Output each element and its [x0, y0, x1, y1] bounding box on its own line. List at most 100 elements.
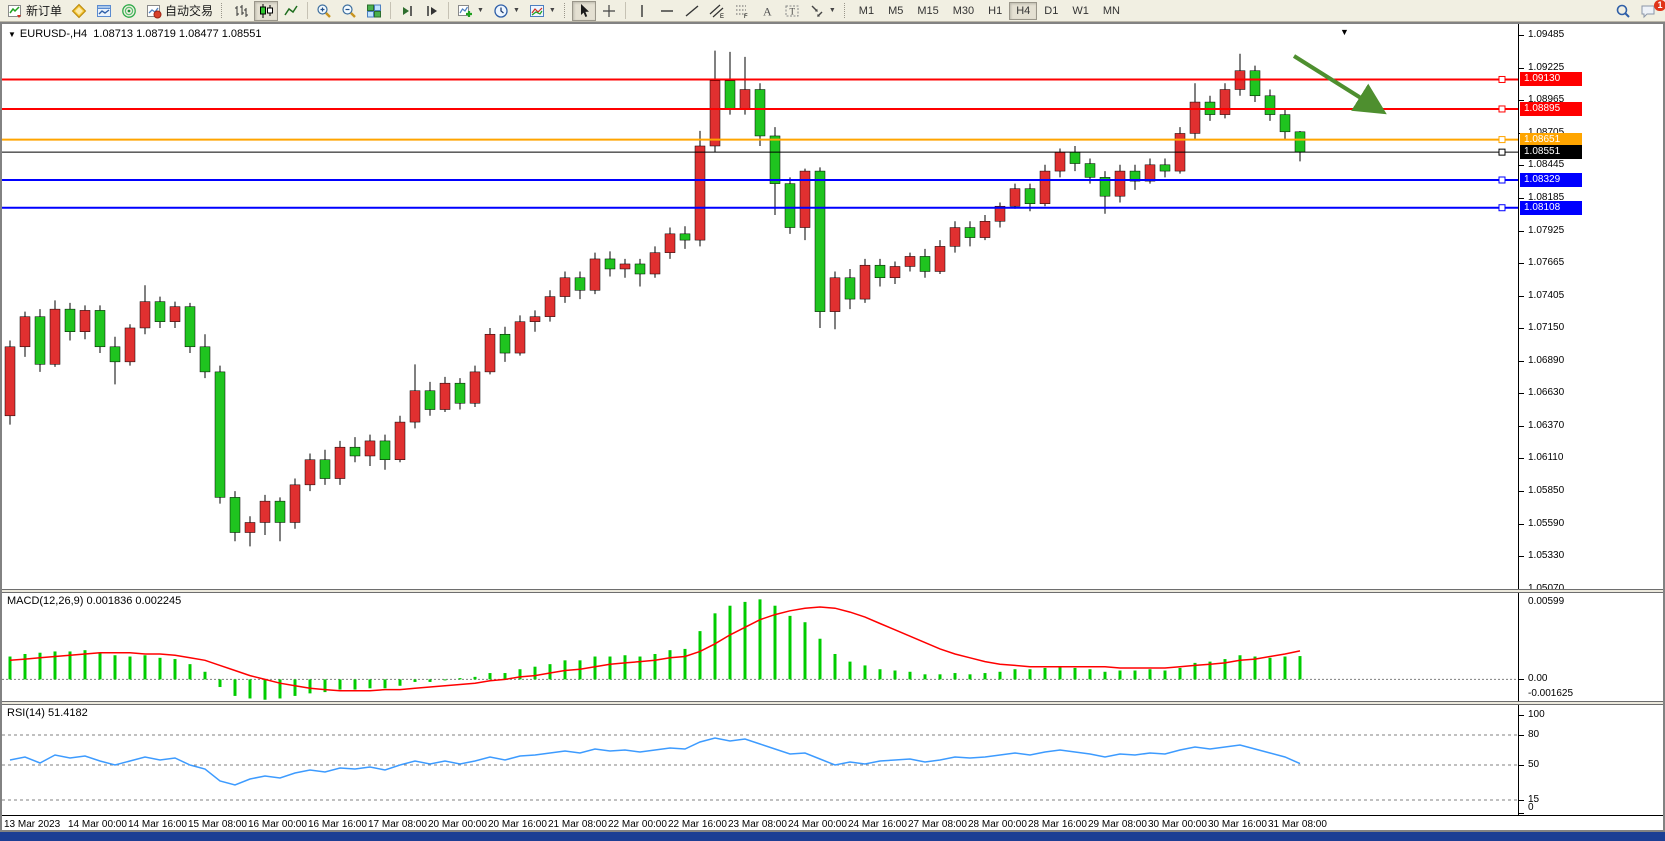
axis-tick — [1519, 800, 1524, 801]
vertical-line-button[interactable] — [630, 1, 654, 21]
macd-bar — [1088, 669, 1092, 680]
candle-body — [814, 170, 826, 312]
timeframe-button-h4[interactable]: H4 — [1009, 1, 1038, 20]
macd-bar — [38, 652, 42, 680]
line-chart-button[interactable] — [279, 1, 303, 21]
macd-bar — [443, 679, 447, 681]
candle-body — [739, 89, 751, 109]
annotation-arrow[interactable] — [1292, 54, 1387, 115]
new-order-button[interactable]: 新订单 — [3, 1, 66, 21]
time-axis[interactable]: 13 Mar 2023 14 Mar 00:00 14 Mar 16:00 15 Ma… — [2, 815, 1663, 830]
text-button[interactable]: A — [755, 1, 779, 21]
zoom-in-button[interactable] — [312, 1, 336, 21]
crosshair-button[interactable] — [597, 1, 621, 21]
line-drag-handle[interactable] — [1498, 75, 1506, 83]
dropdown-caret: ▼ — [477, 7, 484, 14]
tester-button[interactable] — [92, 1, 116, 21]
candle-body — [589, 258, 601, 291]
macd-bar — [248, 679, 252, 699]
rsi-axis-label: 50 — [1528, 759, 1540, 770]
timeframe-button-mn[interactable]: MN — [1102, 4, 1120, 17]
signals-button[interactable] — [117, 1, 141, 21]
new-order-label: 新订单 — [26, 4, 63, 18]
candle-body — [274, 500, 286, 523]
time-label: 20 Mar 16:00 — [488, 819, 547, 830]
axis-tick — [1519, 765, 1524, 766]
periods-button[interactable]: ▼ — [489, 1, 524, 21]
candle-body — [499, 333, 511, 354]
cursor-button[interactable] — [571, 0, 596, 21]
time-label: 22 Mar 00:00 — [608, 819, 667, 830]
notifications-button[interactable]: 1 — [1636, 0, 1665, 21]
candle-body — [514, 321, 526, 354]
line-drag-handle[interactable] — [1498, 176, 1506, 184]
timeframe-button-m1[interactable]: M1 — [858, 4, 875, 17]
line-drag-handle[interactable] — [1498, 105, 1506, 113]
candlestick-chart-button[interactable] — [254, 0, 279, 21]
line-drag-handle[interactable] — [1498, 136, 1506, 144]
chart-dropdown-icon[interactable]: ▼ — [8, 30, 16, 39]
candle-body — [1219, 89, 1231, 115]
bar-chart-icon — [235, 4, 249, 17]
time-label: 31 Mar 08:00 — [1268, 819, 1327, 830]
macd-bar — [1238, 655, 1242, 680]
line-drag-handle[interactable] — [1498, 204, 1506, 212]
macd-panel-canvas[interactable] — [2, 593, 1518, 701]
line-drag-handle[interactable] — [1498, 148, 1506, 156]
rsi-panel-canvas[interactable] — [2, 705, 1518, 815]
macd-bar — [788, 615, 792, 680]
axis-tick — [1519, 523, 1524, 525]
timeframe-button-m15[interactable]: M15 — [917, 4, 939, 17]
price-scale[interactable]: 1.09485 1.09225 1.08965 1.08705 1.08445 1.081… — [1518, 24, 1663, 815]
text-label-button[interactable]: T — [780, 1, 804, 21]
price-tick-label: 1.06890 — [1528, 354, 1565, 366]
candle-body — [949, 227, 961, 247]
main-chart-canvas[interactable] — [2, 24, 1518, 589]
auto-scroll-button[interactable] — [395, 1, 419, 21]
channel-button[interactable]: E — [705, 1, 729, 21]
panel-splitter[interactable] — [2, 701, 1663, 705]
indicators-button[interactable]: ▼ — [453, 1, 488, 21]
candle-body — [919, 256, 931, 272]
zoom-out-button[interactable] — [337, 1, 361, 21]
autotrading-button[interactable]: 自动交易 — [142, 1, 217, 21]
metaeditor-button[interactable] — [67, 1, 91, 21]
timeframe-button-h1[interactable]: H1 — [988, 4, 1003, 17]
macd-bar — [638, 656, 642, 680]
price-tag: 1.08108 — [1520, 200, 1582, 215]
svg-text:E: E — [720, 14, 724, 19]
macd-bar — [188, 664, 192, 680]
tile-windows-button[interactable] — [362, 1, 386, 21]
candle-body — [829, 277, 841, 312]
candle-body — [1159, 164, 1171, 172]
candle-body — [439, 382, 451, 410]
candle-body — [169, 306, 181, 322]
macd-bar — [413, 679, 417, 682]
chart-shift-button[interactable] — [420, 1, 444, 21]
macd-bar — [713, 613, 717, 680]
zoom-out-icon — [342, 3, 356, 18]
candle-body — [124, 327, 136, 363]
timeframe-button-d1[interactable]: D1 — [1044, 4, 1059, 17]
timeframe-button-w1[interactable]: W1 — [1072, 4, 1089, 17]
price-tick-label: 1.06630 — [1528, 387, 1565, 399]
timeframe-button-m5[interactable]: M5 — [888, 4, 904, 17]
zoom-in-icon — [317, 3, 331, 18]
axis-tick — [1519, 360, 1524, 362]
price-tag: 1.08551 — [1520, 145, 1582, 160]
candle-body — [844, 277, 856, 300]
macd-bar — [938, 674, 942, 680]
templates-button[interactable]: ▼ — [525, 1, 560, 21]
chart-shift-marker-icon[interactable]: ▼ — [1340, 27, 1349, 37]
macd-bar — [1193, 662, 1197, 680]
arrows-button[interactable]: ▼ — [805, 1, 840, 21]
bar-chart-button[interactable] — [229, 1, 253, 21]
metaeditor-icon — [71, 3, 87, 18]
candles-layer — [4, 50, 1306, 547]
fibonacci-button[interactable]: F — [730, 1, 754, 21]
trendline-button[interactable] — [680, 1, 704, 21]
timeframe-button-m30[interactable]: M30 — [952, 4, 975, 17]
horizontal-line-button[interactable] — [655, 1, 679, 21]
panel-splitter[interactable] — [2, 589, 1663, 593]
search-button[interactable] — [1611, 1, 1635, 21]
